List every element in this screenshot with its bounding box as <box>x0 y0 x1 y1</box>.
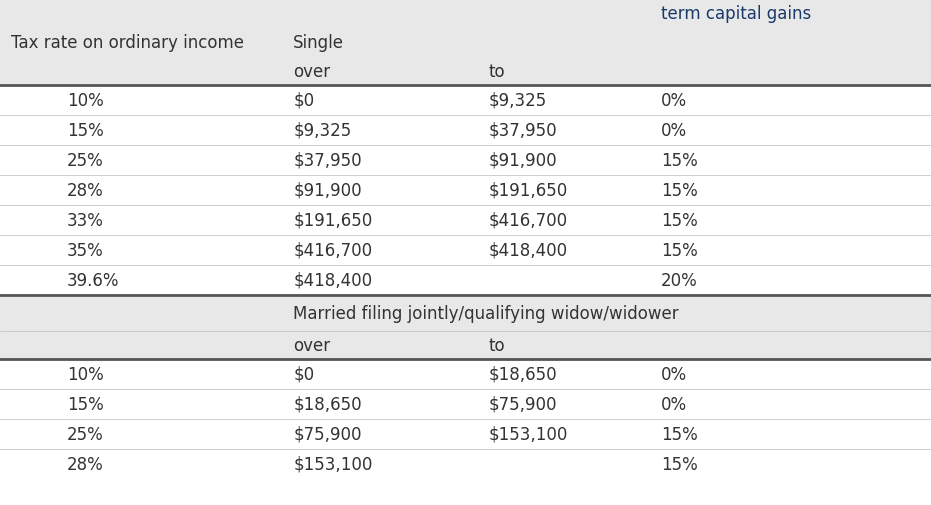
Bar <box>0 359 931 389</box>
Bar <box>0 116 931 146</box>
Text: to: to <box>489 336 506 355</box>
Bar <box>0 206 931 235</box>
Text: 10%: 10% <box>67 365 103 383</box>
Text: 0%: 0% <box>661 122 687 140</box>
Text: $18,650: $18,650 <box>293 395 362 413</box>
Text: Tax rate on ordinary income: Tax rate on ordinary income <box>11 34 244 52</box>
Bar <box>0 0 931 28</box>
Text: 15%: 15% <box>67 395 103 413</box>
Text: $75,900: $75,900 <box>489 395 558 413</box>
Bar <box>0 58 931 86</box>
Text: $416,700: $416,700 <box>489 212 568 230</box>
Text: $9,325: $9,325 <box>489 92 547 110</box>
Text: 28%: 28% <box>67 455 103 473</box>
Text: Single: Single <box>293 34 344 52</box>
Bar <box>0 86 931 116</box>
Text: Married filing jointly/qualifying widow/widower: Married filing jointly/qualifying widow/… <box>293 305 679 322</box>
Text: $418,400: $418,400 <box>489 241 568 260</box>
Bar <box>0 146 931 176</box>
Text: 25%: 25% <box>67 425 103 443</box>
Text: 15%: 15% <box>661 241 697 260</box>
Text: 0%: 0% <box>661 395 687 413</box>
Bar <box>0 449 931 479</box>
Text: term capital gains: term capital gains <box>661 5 811 23</box>
Text: $9,325: $9,325 <box>293 122 352 140</box>
Bar <box>0 295 931 331</box>
Text: $91,900: $91,900 <box>489 152 558 170</box>
Text: to: to <box>489 63 506 81</box>
Text: $416,700: $416,700 <box>293 241 372 260</box>
Bar <box>0 419 931 449</box>
Text: over: over <box>293 336 331 355</box>
Bar <box>0 235 931 266</box>
Bar <box>0 331 931 359</box>
Text: 15%: 15% <box>661 455 697 473</box>
Bar <box>0 479 931 505</box>
Text: $0: $0 <box>293 92 315 110</box>
Text: $191,650: $191,650 <box>293 212 372 230</box>
Bar <box>0 266 931 295</box>
Text: $191,650: $191,650 <box>489 182 568 199</box>
Text: 15%: 15% <box>661 152 697 170</box>
Bar <box>0 389 931 419</box>
Text: over: over <box>293 63 331 81</box>
Bar <box>0 176 931 206</box>
Text: $153,100: $153,100 <box>489 425 568 443</box>
Text: 15%: 15% <box>661 425 697 443</box>
Text: $75,900: $75,900 <box>293 425 362 443</box>
Bar <box>0 28 931 58</box>
Text: $153,100: $153,100 <box>293 455 372 473</box>
Text: 20%: 20% <box>661 272 697 289</box>
Text: 25%: 25% <box>67 152 103 170</box>
Text: 28%: 28% <box>67 182 103 199</box>
Text: 35%: 35% <box>67 241 103 260</box>
Text: 15%: 15% <box>67 122 103 140</box>
Text: 0%: 0% <box>661 92 687 110</box>
Text: $418,400: $418,400 <box>293 272 372 289</box>
Text: $18,650: $18,650 <box>489 365 558 383</box>
Text: 39.6%: 39.6% <box>67 272 119 289</box>
Text: 33%: 33% <box>67 212 104 230</box>
Text: 10%: 10% <box>67 92 103 110</box>
Text: 15%: 15% <box>661 212 697 230</box>
Text: $37,950: $37,950 <box>489 122 558 140</box>
Text: 15%: 15% <box>661 182 697 199</box>
Text: 0%: 0% <box>661 365 687 383</box>
Text: $91,900: $91,900 <box>293 182 362 199</box>
Text: $0: $0 <box>293 365 315 383</box>
Text: $37,950: $37,950 <box>293 152 362 170</box>
